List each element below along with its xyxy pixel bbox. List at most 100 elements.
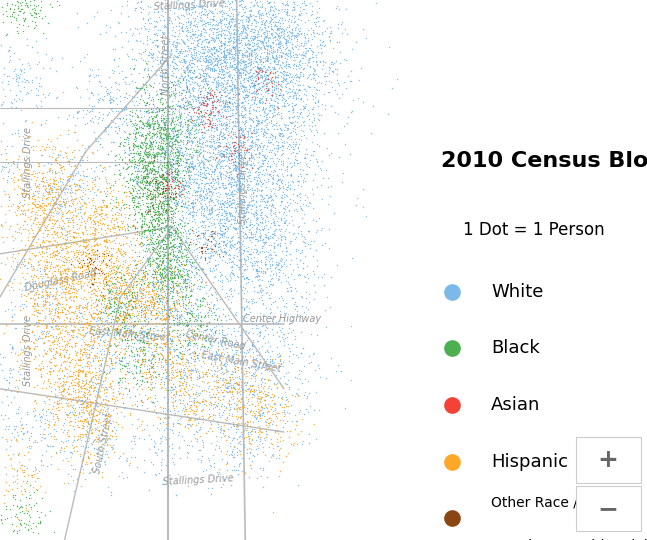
Point [290,152,300,161]
Point [254,45,265,54]
Point [95,261,105,269]
Point [252,32,263,41]
Point [37,203,47,212]
Point [157,326,167,335]
Point [68,475,78,484]
Point [70,186,80,195]
Point [57,391,67,400]
Point [250,44,260,53]
Point [94,361,104,370]
Point [148,161,158,170]
Point [134,49,144,58]
Point [165,220,175,229]
Point [183,234,193,243]
Point [213,55,223,64]
Point [174,358,184,367]
Point [159,305,170,313]
Point [186,75,197,83]
Point [182,239,192,247]
Point [240,418,250,427]
Point [290,50,300,59]
Point [189,119,199,127]
Point [217,231,227,239]
Point [162,357,173,366]
Point [159,315,170,324]
Point [226,383,237,392]
Point [201,93,211,102]
Point [165,306,175,314]
Point [136,234,146,242]
Point [161,248,171,256]
Point [176,64,186,73]
Point [73,205,83,213]
Point [139,311,149,320]
Point [180,282,190,291]
Point [122,121,132,130]
Point [149,442,159,450]
Point [82,165,92,173]
Point [195,253,205,262]
Point [228,434,238,442]
Point [271,45,281,54]
Point [127,321,138,329]
Point [80,350,90,359]
Point [234,195,244,204]
Point [237,80,247,89]
Point [65,242,75,251]
Point [120,369,131,378]
Point [269,144,279,152]
Point [31,416,41,424]
Point [29,345,39,353]
Point [205,51,215,60]
Point [153,307,163,315]
Point [206,64,217,72]
Point [29,397,39,406]
Point [273,104,283,112]
Point [273,175,283,184]
Point [142,193,153,202]
Point [190,414,201,423]
Point [157,165,168,174]
Point [151,278,162,286]
Point [206,226,217,235]
Point [164,264,175,272]
Point [165,237,175,246]
Point [133,68,144,77]
Point [75,262,85,271]
Point [230,146,240,154]
Point [89,354,100,362]
Point [228,340,239,349]
Point [297,53,307,62]
Point [109,340,119,348]
Text: Asian: Asian [491,396,540,414]
Point [239,188,250,197]
Point [252,382,263,391]
Point [281,183,292,191]
Point [19,262,30,271]
Point [148,352,158,360]
Point [26,470,36,479]
Point [271,161,281,170]
Point [157,283,168,292]
Point [145,309,155,318]
Point [243,275,253,284]
Point [157,235,167,244]
Point [170,140,181,149]
Point [200,353,210,362]
Point [232,36,242,44]
Point [159,171,169,180]
Point [61,348,71,356]
Point [25,0,36,6]
Point [174,348,184,357]
Point [156,273,166,281]
Point [38,413,48,421]
Point [241,21,252,30]
Point [161,254,171,262]
Point [129,297,139,306]
Point [165,53,175,62]
Point [177,36,188,45]
Point [212,86,222,94]
Point [292,353,303,362]
Point [252,64,263,73]
Point [294,73,305,82]
